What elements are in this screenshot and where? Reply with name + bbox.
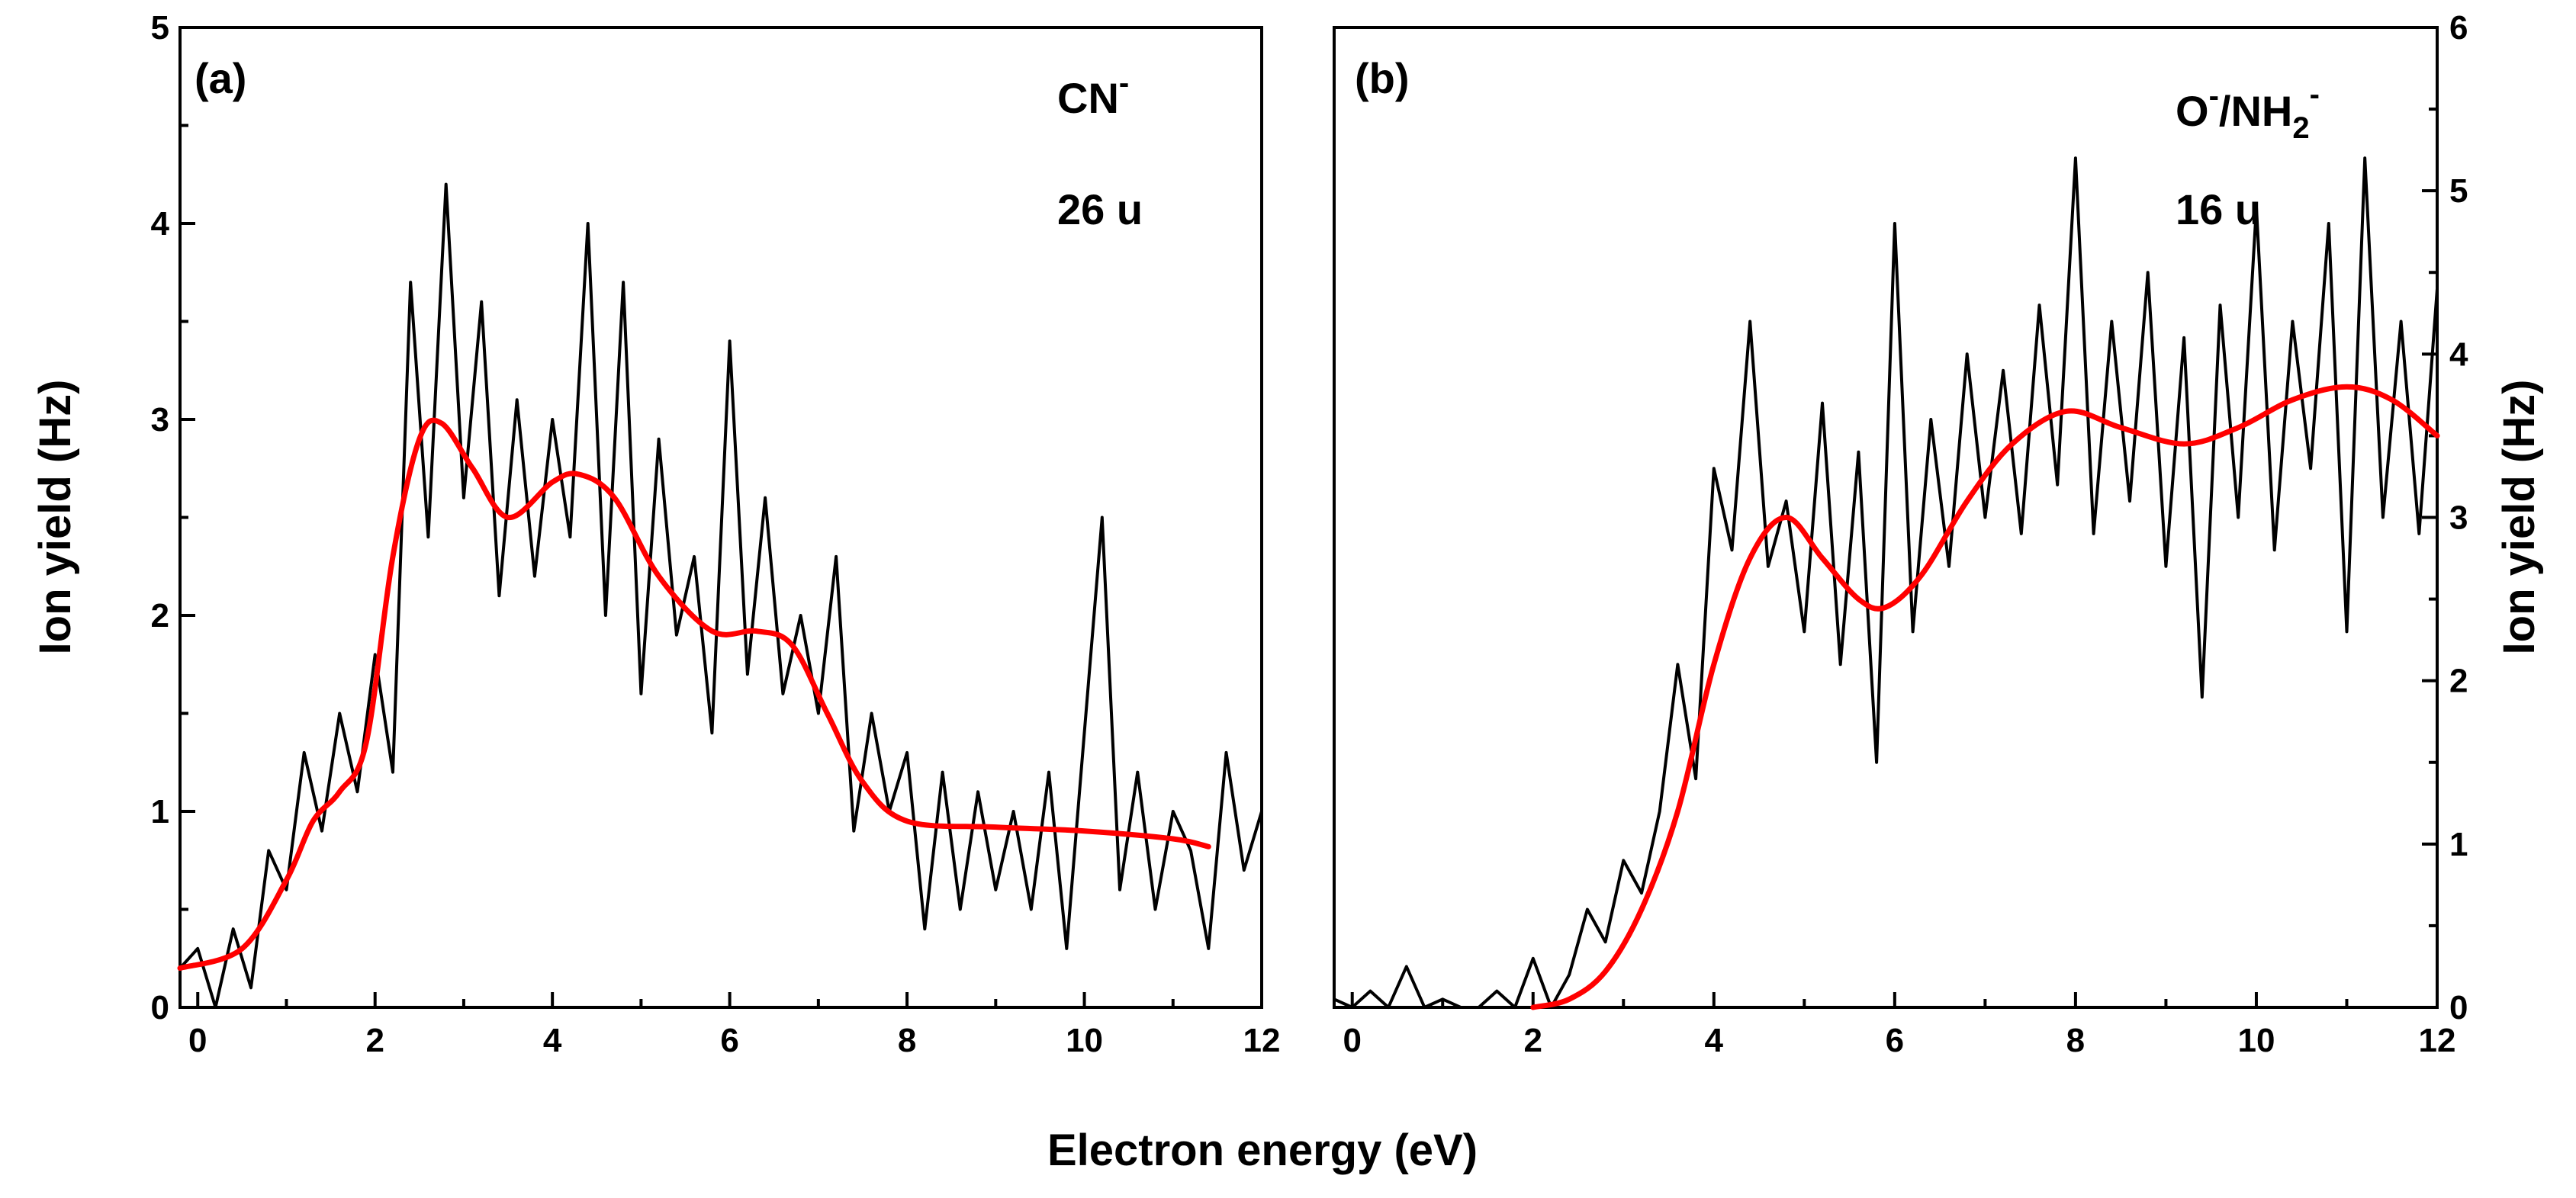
panel-a-x-tick-label: 6 [720, 1022, 738, 1059]
panel-a-x-tick-label: 0 [188, 1022, 207, 1059]
panel-b-species-1: O [2176, 87, 2209, 135]
panel-a-y-ticks: 0 1 2 3 4 5 [151, 9, 195, 1026]
panel-a-x-tick-label: 8 [898, 1022, 916, 1059]
panel-a-y-tick-label: 4 [151, 205, 170, 242]
panel-a-species-name: CN [1057, 74, 1119, 122]
panel-b-x-tick-label: 8 [2066, 1022, 2085, 1059]
panel-a-x-tick-label: 4 [543, 1022, 562, 1059]
panel-a-x-ticks: 0 2 4 6 8 10 12 [188, 992, 1280, 1059]
panel-b-y-tick-label: 6 [2449, 9, 2468, 47]
panel-b-mass: 16 u [2176, 185, 2261, 233]
panel-a-y-tick-label: 5 [151, 9, 169, 47]
panel-b-label: (b) [1355, 54, 1410, 102]
panel-a-species: CN- [1057, 66, 1129, 122]
panel-b-y-tick-label: 0 [2449, 989, 2468, 1026]
panel-a-y-tick-label: 1 [151, 793, 169, 830]
panel-a-fit-curve [177, 417, 1211, 972]
panel-a-label: (a) [195, 54, 246, 102]
panel-b-species: O-/NH2- [2176, 78, 2320, 145]
panel-b-x-tick-label: 12 [2419, 1022, 2456, 1059]
panel-b-species-2: NH [2230, 87, 2292, 135]
panel-a-mass: 26 u [1057, 185, 1143, 233]
panel-b-x-tick-label: 6 [1886, 1022, 1904, 1059]
panel-b-measured-series [1333, 156, 2439, 1009]
panel-a-x-tick-label: 2 [365, 1022, 384, 1059]
panel-b-y-tick-label: 2 [2449, 663, 2468, 700]
panel-a-x-tick-label: 12 [1243, 1022, 1281, 1059]
panel-b-species-2-charge: - [2310, 78, 2320, 111]
panel-a-x-tick-label: 10 [1066, 1022, 1103, 1059]
panel-a-y-tick-label: 2 [151, 597, 169, 634]
panel-b-y-tick-label: 4 [2449, 336, 2468, 373]
panel-b-y-axis-title: Ion yield (Hz) [2494, 380, 2544, 655]
panel-b-x-tick-label: 4 [1705, 1022, 1724, 1059]
panel-b-x-tick-label: 10 [2237, 1022, 2275, 1059]
panel-b-x-tick-label: 2 [1524, 1022, 1542, 1059]
panel-b-y-ticks: 0 1 2 3 4 5 6 [2422, 9, 2468, 1026]
panel-b-fit-curve [1530, 384, 2440, 1010]
panel-b-y-tick-label: 3 [2449, 499, 2468, 537]
panel-b-species-1-charge: - [2209, 79, 2219, 113]
panel-b-species-2-sub: 2 [2292, 111, 2309, 145]
panel-b-x-tick-label: 0 [1343, 1022, 1361, 1059]
panel-a-y-axis-title: Ion yield (Hz) [31, 380, 80, 655]
panel-b-y-tick-label: 1 [2449, 826, 2468, 863]
panel-a-species-charge: - [1119, 66, 1129, 100]
panel-a-measured-series [178, 182, 1263, 1009]
panel-a-y-tick-label: 0 [151, 989, 169, 1026]
x-axis-title: Electron energy (eV) [1047, 1126, 1478, 1175]
panel-a-y-tick-label: 3 [151, 401, 169, 438]
panel-b-x-ticks: 0 2 4 6 8 10 12 [1343, 992, 2455, 1059]
panel-b-y-tick-label: 5 [2449, 172, 2468, 210]
